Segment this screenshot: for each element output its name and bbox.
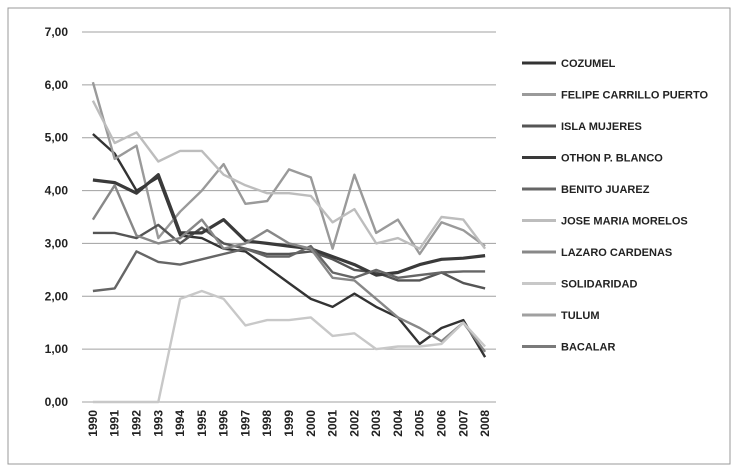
series-line <box>92 173 486 277</box>
x-tick-label: 1990 <box>86 410 100 437</box>
x-tick-label: 1993 <box>151 410 165 437</box>
y-tick-label: 2,00 <box>45 289 69 303</box>
x-tick-label: 1994 <box>173 410 187 437</box>
y-tick-label: 0,00 <box>45 395 69 409</box>
y-tick-label: 4,00 <box>45 184 69 198</box>
x-tick-label: 1996 <box>217 410 231 437</box>
series-line <box>92 289 486 404</box>
x-tick-label: 2002 <box>347 410 361 437</box>
y-tick-label: 1,00 <box>45 342 69 356</box>
y-tick-label: 7,00 <box>45 25 69 39</box>
x-tick-label: 2001 <box>326 410 340 437</box>
legend-label: COZUMEL <box>561 58 616 70</box>
x-tick-label: 2004 <box>391 410 405 437</box>
x-tick-label: 2007 <box>456 410 470 437</box>
x-tick-label: 2008 <box>478 410 492 437</box>
x-tick-label: 2005 <box>413 410 427 437</box>
y-tick-label: 5,00 <box>45 131 69 145</box>
legend-label: FELIPE CARRILLO PUERTO <box>561 90 709 102</box>
x-tick-label: 2003 <box>369 410 383 437</box>
x-tick-label: 1997 <box>238 410 252 437</box>
series-line <box>91 81 486 256</box>
x-tick-label: 1998 <box>260 410 274 437</box>
legend-label: BENITO JUAREZ <box>561 184 650 196</box>
x-tick-label: 2006 <box>435 410 449 437</box>
chart-frame <box>7 7 731 465</box>
legend-label: TULUM <box>561 310 600 322</box>
x-tick-label: 1991 <box>108 410 122 437</box>
y-tick-label: 3,00 <box>45 236 69 250</box>
x-tick-label: 2000 <box>304 410 318 437</box>
x-tick-label: 1999 <box>282 410 296 437</box>
series-line <box>91 184 487 353</box>
x-tick-label: 1995 <box>195 410 209 437</box>
legend-label: ISLA MUJERES <box>561 121 642 133</box>
x-tick-label: 1992 <box>129 410 143 437</box>
series-line <box>91 100 487 250</box>
legend-label: OTHON P. BLANCO <box>561 153 663 165</box>
series-line <box>92 223 486 290</box>
series-line <box>92 244 486 293</box>
y-tick-label: 6,00 <box>45 78 69 92</box>
legend-label: BACALAR <box>561 342 615 354</box>
legend-label: LAZARO CARDENAS <box>561 247 672 259</box>
legend-label: SOLIDARIDAD <box>561 279 637 291</box>
legend-label: JOSE MARIA MORELOS <box>561 216 688 228</box>
